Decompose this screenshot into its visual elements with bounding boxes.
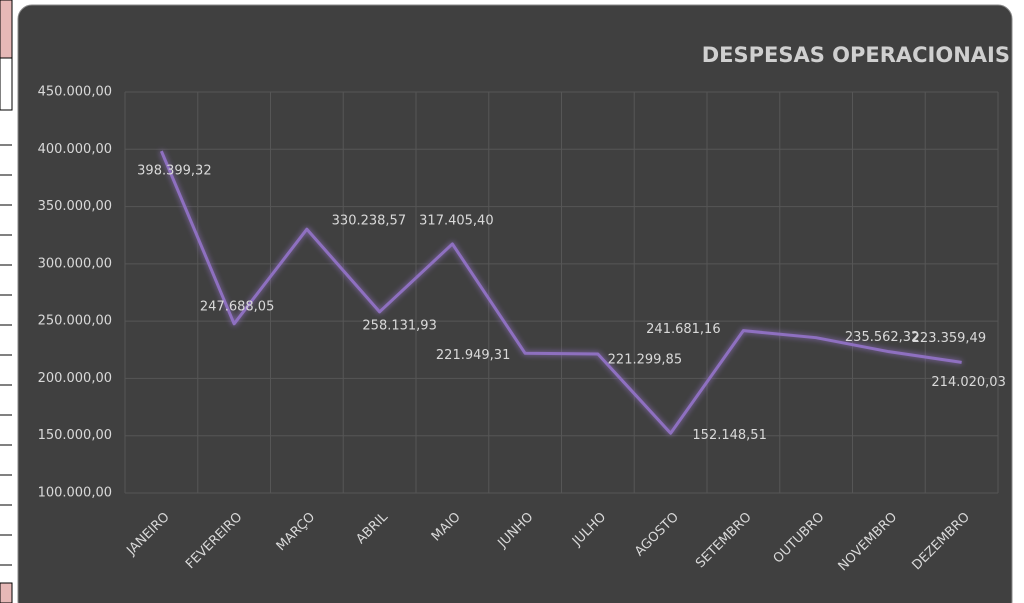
chart-title: DESPESAS OPERACIONAIS (702, 43, 1010, 67)
y-tick-label: 200.000,00 (38, 371, 112, 386)
data-label: 258.131,93 (362, 318, 436, 333)
data-label: 221.299,85 (608, 353, 682, 368)
data-label: 221.949,31 (436, 348, 510, 363)
data-label: 235.562,32 (845, 330, 919, 345)
data-label: 247.688,05 (200, 299, 274, 314)
data-label: 223.359,49 (912, 331, 986, 346)
data-label: 317.405,40 (419, 213, 493, 228)
sheet-cells (0, 0, 13, 603)
data-label: 152.148,51 (692, 428, 766, 443)
y-tick-label: 250.000,00 (38, 314, 112, 329)
y-tick-label: 300.000,00 (38, 256, 112, 271)
data-label: 241.681,16 (646, 322, 720, 337)
data-label: 214.020,03 (931, 375, 1005, 390)
y-tick-label: 100.000,00 (38, 486, 112, 501)
chart-area (17, 4, 1013, 603)
data-label: 398.399,32 (137, 164, 211, 179)
series-line (159, 150, 962, 435)
data-label: 330.238,57 (332, 214, 406, 229)
y-tick-label: 400.000,00 (38, 142, 112, 157)
y-tick-label: 150.000,00 (38, 428, 112, 443)
y-tick-label: 350.000,00 (38, 199, 112, 214)
y-tick-label: 450.000,00 (38, 85, 112, 100)
